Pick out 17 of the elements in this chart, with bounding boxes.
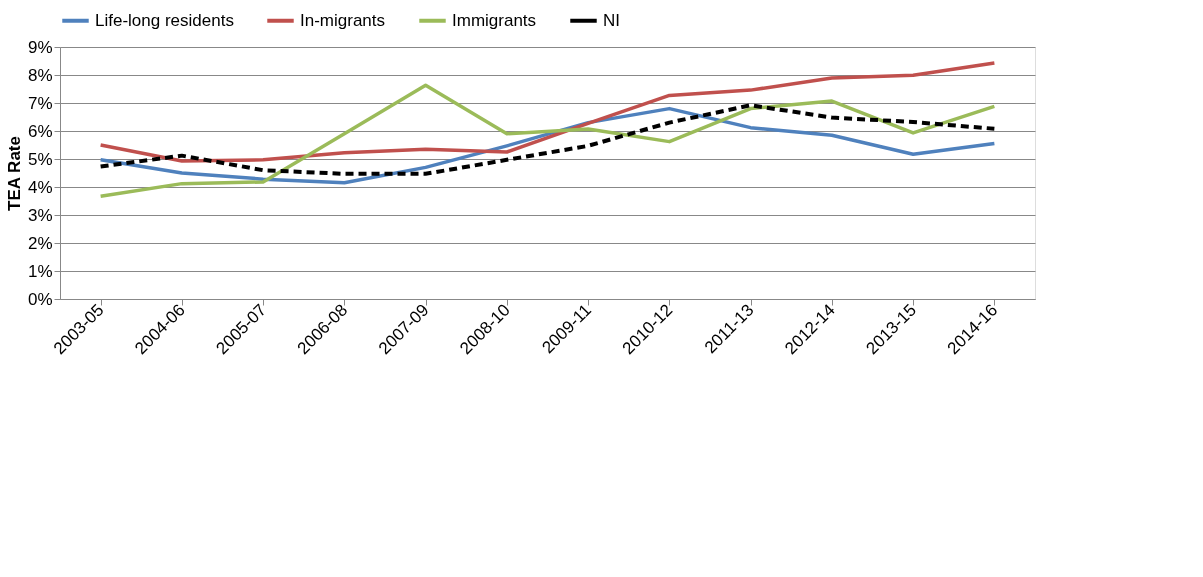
y-tick-label: 9% [27, 37, 53, 57]
y-tick-label: 3% [27, 205, 53, 225]
legend-label: Life-long residents [95, 10, 234, 30]
line-series [98, 61, 997, 163]
y-tick-label: 7% [27, 93, 53, 113]
legend-label: Immigrants [452, 10, 537, 30]
y-tick-label: 6% [27, 121, 53, 141]
legend-label: In-migrants [300, 10, 386, 30]
line-series [98, 83, 997, 198]
y-tick-label: 1% [27, 261, 53, 281]
y-tick-label: 2% [27, 233, 53, 253]
y-tick-label: 5% [27, 149, 53, 169]
y-axis-title: TEA Rate [4, 136, 24, 211]
legend-label: NI [603, 10, 620, 30]
y-tick-label: 8% [27, 65, 53, 85]
y-tick-label: 4% [27, 177, 53, 197]
y-tick-label: 0% [27, 289, 53, 309]
